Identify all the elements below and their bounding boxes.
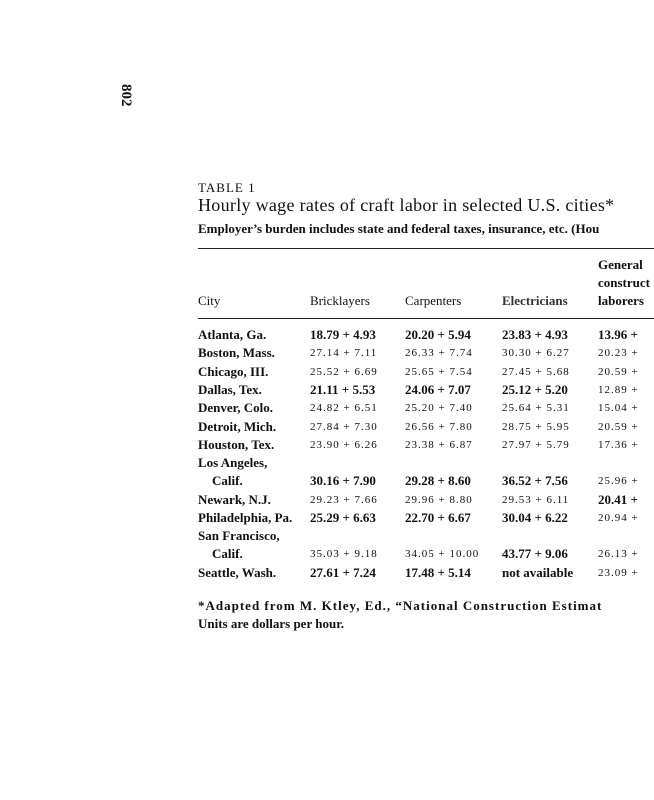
column-header: Electricians <box>502 293 568 308</box>
wage-cell: 29.23 + 7.66 <box>310 493 378 506</box>
wage-cell: 29.96 + 8.80 <box>405 493 473 506</box>
wage-cell: 15.04 + <box>598 402 639 415</box>
city-name: Atlanta, Ga. <box>198 327 267 342</box>
wage-cell: 30.04 + 6.22 <box>502 510 568 525</box>
wage-cell: 25.96 + <box>598 475 639 488</box>
city-name: Detroit, Mich. <box>198 418 277 434</box>
wage-cell: 20.94 + <box>598 512 639 524</box>
wage-cell: 27.84 + 7.30 <box>310 420 378 433</box>
wage-cell: 30.16 + 7.90 <box>310 473 376 489</box>
wage-cell: 17.48 + 5.14 <box>405 564 471 580</box>
wage-cell: 20.59 + <box>598 420 639 433</box>
wage-cell: 23.09 + <box>598 566 639 579</box>
wage-cell: 29.28 + 8.60 <box>405 473 471 489</box>
wage-cell: 35.03 + 9.18 <box>310 548 378 561</box>
wage-cell: 25.29 + 6.63 <box>310 510 376 525</box>
city-name: Philadelphia, Pa. <box>198 510 293 525</box>
city-name: Calif. <box>212 546 243 562</box>
wage-cell: 27.97 + 5.79 <box>502 438 570 451</box>
wage-cell: 20.23 + <box>598 347 639 360</box>
column-header: Carpenters <box>405 293 462 308</box>
wage-cell: 25.64 + 5.31 <box>502 402 570 415</box>
wage-cell: 17.36 + <box>598 438 639 451</box>
city-name: Dallas, Tex. <box>198 381 262 397</box>
wage-cell: 43.77 + 9.06 <box>502 546 568 562</box>
wage-cell: 25.52 + 6.69 <box>310 365 378 378</box>
city-name: San Francisco, <box>198 528 280 544</box>
wage-cell: 23.83 + 4.93 <box>502 327 568 342</box>
wage-cell: 12.89 + <box>598 383 639 396</box>
wage-cell: 22.70 + 6.67 <box>405 510 471 525</box>
wage-cell: 13.96 + <box>598 327 638 342</box>
wage-cell: 24.06 + 7.07 <box>405 381 471 397</box>
city-name: Boston, Mass. <box>198 345 275 361</box>
wage-cell: 25.20 + 7.40 <box>405 402 473 415</box>
wage-cell: 26.13 + <box>598 548 639 561</box>
wage-cell: 20.59 + <box>598 365 639 378</box>
wage-cell: 29.53 + 6.11 <box>502 493 570 506</box>
city-name: Los Angeles, <box>198 455 268 471</box>
wage-cell: 20.41 + <box>598 491 638 507</box>
wage-cell: 36.52 + 7.56 <box>502 473 568 489</box>
wage-cell: 25.65 + 7.54 <box>405 365 473 378</box>
wage-cell: 27.45 + 5.68 <box>502 365 570 378</box>
wage-cell: 20.20 + 5.94 <box>405 327 471 342</box>
wage-cell: 28.75 + 5.95 <box>502 420 570 433</box>
wage-cell: 23.38 + 6.87 <box>405 438 473 451</box>
column-header: Bricklayers <box>310 293 370 308</box>
table-subtitle: Employer’s burden includes state and fed… <box>198 221 600 236</box>
wage-cell: 18.79 + 4.93 <box>310 327 376 342</box>
column-header: laborers <box>598 293 644 308</box>
page-number: 802 <box>118 84 134 107</box>
wage-cell: 26.56 + 7.80 <box>405 420 473 433</box>
wage-cell: 24.82 + 6.51 <box>310 402 378 415</box>
wage-cell: 21.11 + 5.53 <box>310 381 376 397</box>
city-name: Chicago, III. <box>198 363 269 379</box>
table-title: Hourly wage rates of craft labor in sele… <box>198 195 615 215</box>
column-header: construct <box>598 275 650 290</box>
city-name: Houston, Tex. <box>198 436 275 452</box>
wage-cell: 23.90 + 6.26 <box>310 438 378 451</box>
wage-cell: 25.12 + 5.20 <box>502 381 568 397</box>
table-label: TABLE 1 <box>198 180 256 195</box>
footnote: *Adapted from M. Ktley, Ed., “National C… <box>198 598 603 613</box>
city-name: Denver, Colo. <box>198 400 273 416</box>
column-header: General <box>598 257 643 272</box>
wage-cell: 27.14 + 7.11 <box>310 347 378 360</box>
city-name: Newark, N.J. <box>198 491 271 507</box>
city-name: Seattle, Wash. <box>198 564 277 580</box>
wage-cell: 27.61 + 7.24 <box>310 564 376 580</box>
header-city: City <box>198 293 221 308</box>
rule <box>198 318 654 319</box>
city-name: Calif. <box>212 473 243 489</box>
wage-cell: 26.33 + 7.74 <box>405 347 473 360</box>
wage-cell: 30.30 + 6.27 <box>502 347 570 360</box>
wage-cell: 34.05 + 10.00 <box>405 548 480 561</box>
footnote: Units are dollars per hour. <box>198 616 345 631</box>
wage-cell: not available <box>502 564 574 580</box>
rule <box>198 248 654 249</box>
